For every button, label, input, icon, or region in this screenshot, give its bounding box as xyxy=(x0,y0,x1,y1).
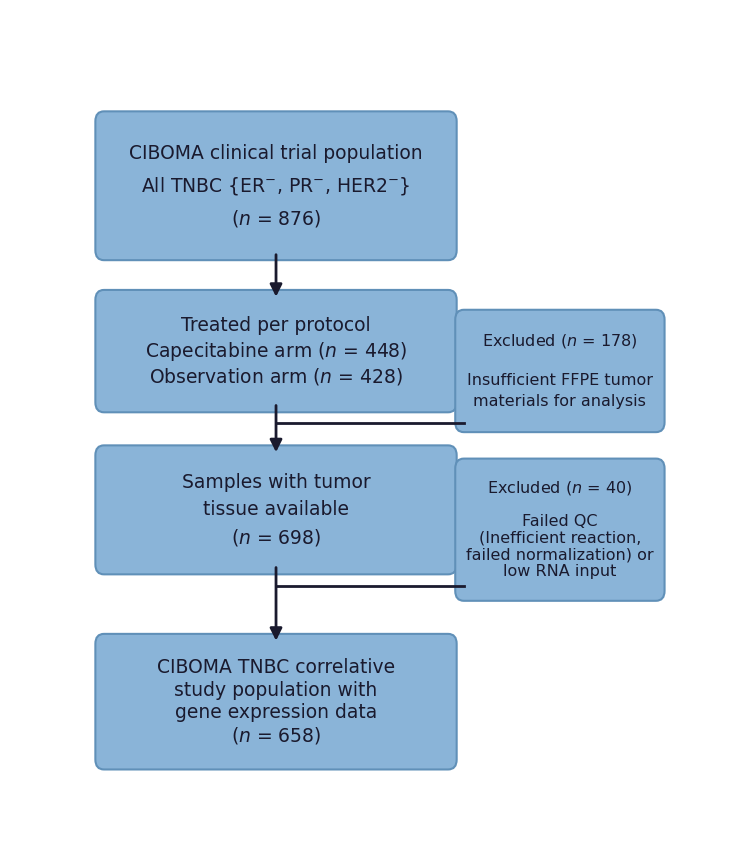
FancyBboxPatch shape xyxy=(95,634,457,770)
Text: Excluded ($n$ = 178): Excluded ($n$ = 178) xyxy=(482,332,638,350)
Text: low RNA input: low RNA input xyxy=(503,564,616,579)
Text: (Inefficient reaction,: (Inefficient reaction, xyxy=(479,531,641,545)
Text: CIBOMA clinical trial population: CIBOMA clinical trial population xyxy=(130,143,423,163)
Text: ($n$ = 698): ($n$ = 698) xyxy=(231,527,321,548)
FancyBboxPatch shape xyxy=(95,112,457,260)
Text: Failed QC: Failed QC xyxy=(522,514,598,529)
Text: tissue available: tissue available xyxy=(203,500,349,520)
FancyBboxPatch shape xyxy=(95,445,457,575)
Text: CIBOMA TNBC correlative: CIBOMA TNBC correlative xyxy=(157,658,395,677)
Text: Insufficient FFPE tumor: Insufficient FFPE tumor xyxy=(467,374,653,388)
Text: Treated per protocol: Treated per protocol xyxy=(181,316,371,335)
Text: ($n$ = 876): ($n$ = 876) xyxy=(231,208,321,228)
FancyBboxPatch shape xyxy=(455,310,665,432)
Text: All TNBC {ER$^{-}$, PR$^{-}$, HER2$^{-}$}: All TNBC {ER$^{-}$, PR$^{-}$, HER2$^{-}$… xyxy=(141,174,411,197)
Text: gene expression data: gene expression data xyxy=(175,704,377,722)
Text: study population with: study population with xyxy=(175,681,377,700)
FancyBboxPatch shape xyxy=(95,290,457,412)
Text: Observation arm ($n$ = 428): Observation arm ($n$ = 428) xyxy=(149,367,403,387)
FancyBboxPatch shape xyxy=(455,459,665,600)
Text: Samples with tumor: Samples with tumor xyxy=(181,473,371,492)
Text: ($n$ = 658): ($n$ = 658) xyxy=(231,725,321,746)
Text: materials for analysis: materials for analysis xyxy=(474,393,646,409)
Text: Excluded ($n$ = 40): Excluded ($n$ = 40) xyxy=(487,479,633,497)
Text: failed normalization) or: failed normalization) or xyxy=(466,547,653,562)
Text: Capecitabine arm ($n$ = 448): Capecitabine arm ($n$ = 448) xyxy=(145,339,407,362)
